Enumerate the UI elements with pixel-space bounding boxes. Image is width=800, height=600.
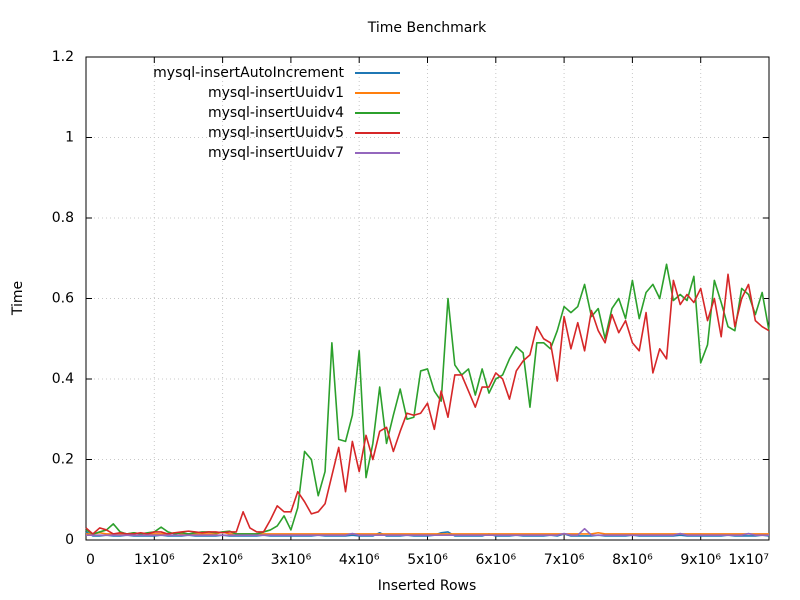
x-tick-label: 9x10⁶	[680, 552, 721, 568]
y-tick-label: 0.8	[52, 210, 74, 226]
x-tick-label: 8x10⁶	[612, 552, 653, 568]
chart-title: Time Benchmark	[367, 20, 487, 36]
x-tick-label: 3x10⁶	[271, 552, 312, 568]
y-tick-label: 0.4	[52, 371, 74, 387]
legend-label: mysql-insertUuidv7	[208, 145, 344, 161]
x-tick-label: 4x10⁶	[339, 552, 380, 568]
x-tick-label: 6x10⁶	[475, 552, 516, 568]
legend-label: mysql-insertUuidv5	[208, 125, 344, 141]
series-line	[86, 527, 769, 536]
y-axis-label: Time	[10, 281, 26, 316]
legend-label: mysql-insertUuidv4	[208, 105, 344, 121]
series-line	[85, 273, 770, 535]
y-tick-label: 0	[65, 532, 74, 548]
x-tick-label: 5x10⁶	[407, 552, 448, 568]
y-tick-label: 0.2	[52, 452, 74, 468]
x-tick-label: 1x10⁶	[134, 552, 175, 568]
y-tick-label: 0.6	[52, 291, 74, 307]
legend-label: mysql-insertUuidv1	[208, 85, 344, 101]
y-tick-label: 1	[65, 130, 74, 146]
legend-label: mysql-insertAutoIncrement	[153, 65, 344, 81]
x-axis-label: Inserted Rows	[378, 578, 477, 594]
x-tick-label: 7x10⁶	[544, 552, 585, 568]
series-line	[86, 531, 769, 535]
series-line	[85, 531, 770, 537]
x-tick-label: 0	[86, 552, 95, 568]
x-tick-label: 2x10⁶	[202, 552, 243, 568]
y-tick-label: 1.2	[52, 49, 74, 65]
x-tick-label: 1x10⁷	[728, 552, 769, 568]
plot-border	[85, 56, 770, 541]
